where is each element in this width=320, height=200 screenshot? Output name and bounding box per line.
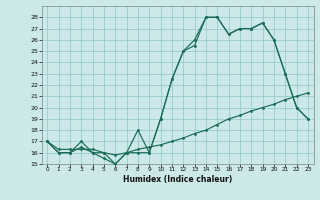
X-axis label: Humidex (Indice chaleur): Humidex (Indice chaleur) xyxy=(123,175,232,184)
